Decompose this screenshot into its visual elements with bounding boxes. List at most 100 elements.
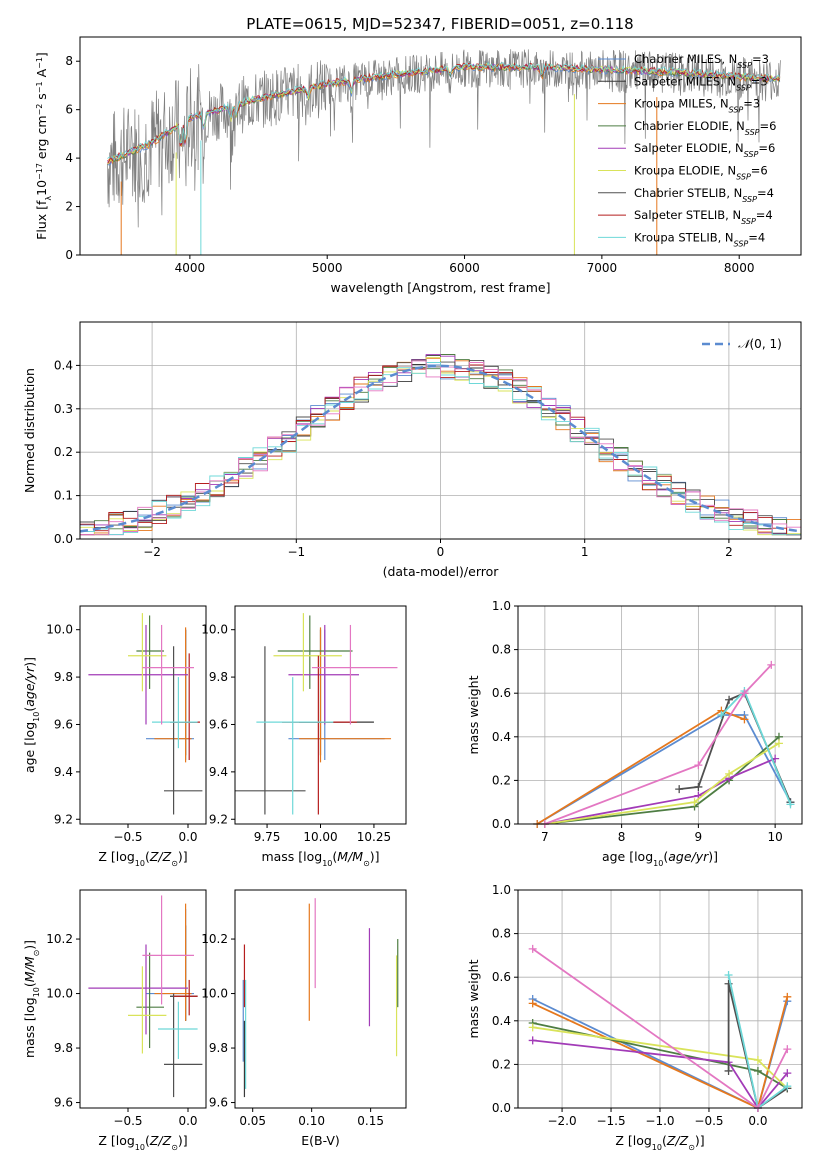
legend-label: Chabrier MILES, NSSP=3 bbox=[634, 52, 769, 70]
y-tick-label: 1.0 bbox=[492, 883, 511, 897]
weight_vs_Z-frame bbox=[517, 889, 803, 1109]
mass_vs_Z-x-label: Z [log10(Z/Z⊙)] bbox=[98, 1133, 187, 1152]
x-tick-label: 10.25 bbox=[357, 830, 391, 844]
label-part: ( bbox=[662, 1133, 667, 1148]
spectrum-plot bbox=[79, 31, 802, 261]
normal-curve bbox=[79, 364, 802, 533]
weight-point-marker bbox=[786, 800, 795, 809]
x-tick-label: −2 bbox=[143, 545, 161, 559]
legend-label: Kroupa MILES, NSSP=3 bbox=[634, 97, 760, 115]
label-part: (0, 1) bbox=[750, 337, 782, 351]
label-part: Z [log bbox=[98, 849, 134, 864]
label-part: 10 bbox=[32, 987, 41, 997]
age_vs_Z-axes: −0.5 0.0 9.2 9.4 9.6 9.8 10.0 bbox=[46, 623, 197, 844]
y-tick-label: 9.8 bbox=[209, 670, 228, 684]
label-part: =3 bbox=[743, 97, 760, 111]
weight-point-marker bbox=[774, 739, 783, 748]
y-tick-label: 10.2 bbox=[46, 932, 73, 946]
x-tick-label: 0.0 bbox=[748, 1114, 767, 1128]
label-part: SSP bbox=[745, 127, 760, 136]
panels-layer: 4000 5000 6000 7000 8000 0 2 4 6 8 wavelength [Ang… bbox=[22, 31, 803, 1152]
y-tick-label: 10.0 bbox=[46, 623, 73, 637]
spectrum-legend: Chabrier MILES, NSSP=3 Salpeter MILES, NS… bbox=[598, 52, 776, 248]
label-part: Z [log bbox=[98, 1133, 134, 1148]
y-tick-label: 9.8 bbox=[54, 1041, 73, 1055]
label-part: SSP bbox=[736, 83, 751, 92]
y-tick-label: 9.4 bbox=[54, 765, 73, 779]
weight_vs_Z-y-label: mass weight bbox=[466, 959, 481, 1038]
label-part: A bbox=[34, 68, 49, 81]
histogram-series bbox=[80, 360, 801, 536]
y-tick-label: 0.0 bbox=[492, 1101, 511, 1115]
weight-point-marker bbox=[724, 1066, 733, 1075]
label-part: 10 bbox=[322, 859, 332, 868]
label-part: ( bbox=[663, 849, 668, 864]
label-part: =4 bbox=[748, 230, 765, 244]
y-tick-label: 0.0 bbox=[492, 817, 511, 831]
weight-point-marker bbox=[528, 999, 537, 1008]
label-part: )] bbox=[695, 1133, 705, 1148]
label-part: ( bbox=[22, 707, 37, 712]
y-tick-label: 0.4 bbox=[492, 730, 511, 744]
x-tick-label: 9.75 bbox=[254, 830, 281, 844]
label-part: M/M bbox=[22, 956, 37, 982]
residuals-frame bbox=[79, 321, 802, 540]
x-tick-label: 4000 bbox=[175, 261, 206, 275]
label-part: Z/Z bbox=[149, 849, 172, 864]
weight-point-marker bbox=[783, 1045, 792, 1054]
label-part: SSP bbox=[737, 61, 752, 70]
clip-bottom bbox=[79, 255, 802, 261]
y-tick-label: 0.8 bbox=[492, 927, 511, 941]
weight-point-marker bbox=[675, 785, 684, 794]
legend-label: Chabrier STELIB, NSSP=4 bbox=[634, 186, 774, 204]
weight-point-marker bbox=[740, 715, 749, 724]
label-part: age/yr bbox=[668, 849, 709, 864]
y-tick-label: 0.8 bbox=[492, 643, 511, 657]
x-tick-label: 0.10 bbox=[298, 1114, 325, 1128]
weight-point-marker bbox=[725, 769, 734, 778]
age_vs_mass-plot bbox=[235, 613, 398, 815]
label-part: −1 bbox=[35, 81, 44, 93]
y-tick-label: 9.8 bbox=[54, 670, 73, 684]
label-part: Flux [f bbox=[34, 200, 49, 240]
x-tick-label: 6000 bbox=[449, 261, 480, 275]
y-tick-label: 0.2 bbox=[492, 773, 511, 787]
spectrum-x-label: wavelength [Angstrom, rest frame] bbox=[330, 280, 550, 295]
label-part: Z/Z bbox=[666, 1133, 689, 1148]
spectrum-y-label: Flux [fλ10−17 erg cm−2 s−1 A−1] bbox=[34, 52, 53, 240]
label-part: SSP bbox=[729, 105, 744, 114]
y-tick-label: 0.4 bbox=[54, 358, 73, 372]
age_vs_Z-plot bbox=[88, 613, 203, 815]
label-part: Z/Z bbox=[149, 1133, 172, 1148]
y-tick-label: 9.6 bbox=[54, 1096, 73, 1110]
y-tick-label: 9.4 bbox=[209, 765, 228, 779]
weight_vs_Z-x-label: Z [log10(Z/Z⊙)] bbox=[615, 1133, 704, 1152]
weight-series-line bbox=[536, 714, 792, 825]
y-tick-label: 9.6 bbox=[54, 717, 73, 731]
y-tick-label: 10.0 bbox=[201, 987, 228, 1001]
label-part: ⊙ bbox=[171, 1143, 178, 1152]
clip-top bbox=[79, 31, 802, 37]
label-part: erg cm bbox=[34, 116, 49, 164]
legend-label: Salpeter MILES, NSSP=3 bbox=[634, 74, 768, 92]
label-part: )] bbox=[22, 940, 37, 950]
label-part: Kroupa ELODIE, N bbox=[634, 164, 736, 178]
x-tick-label: 0.0 bbox=[178, 1114, 197, 1128]
weight-series-line bbox=[720, 689, 792, 805]
label-part: Z [log bbox=[615, 1133, 651, 1148]
y-tick-label: 10.0 bbox=[46, 987, 73, 1001]
x-tick-label: −1.0 bbox=[645, 1114, 674, 1128]
y-tick-label: 0.2 bbox=[492, 1057, 511, 1071]
label-part: ( bbox=[332, 849, 337, 864]
weight-point-marker bbox=[528, 1023, 537, 1032]
label-part: SSP bbox=[744, 150, 759, 159]
y-tick-label: 8 bbox=[65, 54, 73, 68]
weight-point-marker bbox=[694, 761, 703, 770]
label-part: =6 bbox=[760, 119, 777, 133]
model-flux-line bbox=[107, 61, 781, 162]
label-part: ( bbox=[145, 849, 150, 864]
y-tick-label: 0.0 bbox=[54, 532, 73, 546]
y-tick-label: 0.2 bbox=[54, 445, 73, 459]
x-tick-label: 1 bbox=[581, 545, 589, 559]
